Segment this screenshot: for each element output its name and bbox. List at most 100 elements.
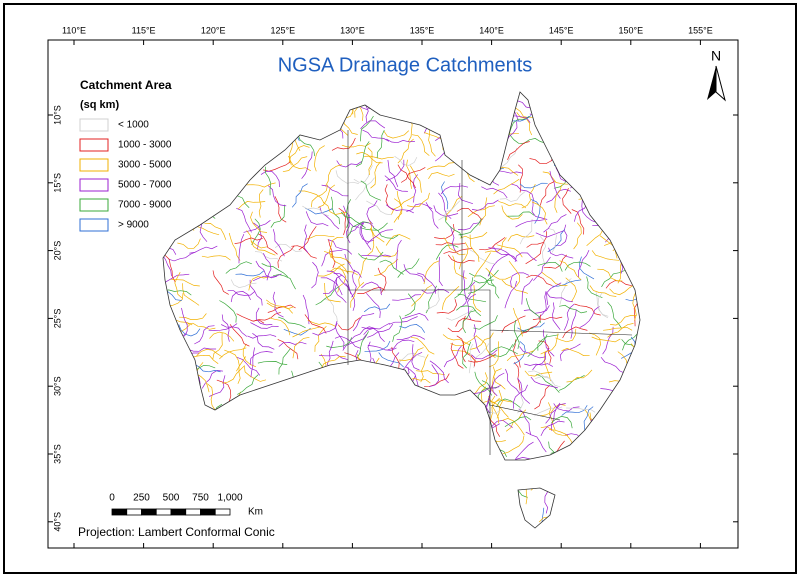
catchment-line	[443, 344, 463, 368]
catchment-line	[388, 316, 418, 325]
catchment-line	[326, 270, 350, 289]
catchment-line	[505, 368, 520, 394]
longitude-label: 125°E	[270, 25, 295, 35]
catchment-line	[632, 291, 637, 321]
catchment-line	[248, 276, 270, 291]
catchment-line	[433, 205, 459, 217]
latitude-label: 15°S	[52, 173, 62, 193]
latitude-label: 25°S	[52, 309, 62, 329]
catchment-line	[291, 183, 308, 208]
catchment-line	[485, 267, 512, 280]
catchment-line	[531, 201, 548, 225]
catchment-line	[540, 333, 559, 355]
catchment-line	[399, 351, 423, 373]
catchment-line	[542, 171, 568, 185]
catchment-line	[468, 279, 494, 294]
catchment-line	[510, 272, 530, 288]
catchment-line	[469, 272, 495, 287]
catchment-line	[253, 311, 281, 322]
catchment-line	[489, 341, 499, 368]
catchment-line	[385, 159, 405, 181]
catchment-line	[374, 258, 399, 277]
scale-label: 1,000	[217, 493, 242, 504]
catchment-line	[356, 151, 383, 164]
catchment-line	[562, 188, 572, 214]
catchment-line	[539, 236, 546, 264]
catchment-line	[554, 184, 563, 213]
catchment-line	[298, 190, 325, 204]
catchment-line	[379, 259, 404, 275]
map-frame	[47, 39, 739, 549]
catchment-line	[367, 227, 375, 256]
catchment-line	[442, 334, 471, 346]
catchment-line	[334, 277, 347, 303]
catchment-line	[250, 240, 276, 256]
catchment-line	[537, 261, 563, 272]
catchment-line	[513, 307, 523, 337]
catchment-line	[307, 319, 337, 328]
catchment-line	[257, 361, 288, 365]
catchment-line	[386, 138, 415, 144]
catchment-line	[519, 218, 533, 245]
catchment-line	[444, 215, 463, 239]
catchment-line	[252, 333, 275, 350]
catchment-line	[502, 435, 525, 455]
catchment-line	[457, 218, 484, 231]
catchment-line	[597, 268, 623, 282]
catchment-line	[302, 205, 330, 217]
catchment-line	[297, 134, 316, 157]
catchment-line	[383, 130, 410, 139]
catchment-line	[360, 222, 372, 250]
catchment-line	[246, 230, 268, 249]
longitude-label: 120°E	[201, 25, 226, 35]
catchment-line	[528, 370, 554, 384]
catchment-line	[229, 324, 250, 347]
catchment-line	[222, 365, 245, 384]
catchment-line	[398, 352, 426, 363]
catchment-line	[181, 307, 188, 337]
catchment-line	[163, 290, 182, 301]
catchment-line	[292, 326, 321, 338]
catchment-line	[392, 294, 422, 301]
catchment-line	[346, 221, 369, 238]
catchment-line	[527, 334, 548, 357]
catchment-line	[579, 256, 595, 280]
catchment-line	[532, 347, 550, 371]
catchment-line	[546, 292, 574, 303]
catchment-line	[272, 291, 284, 318]
catchment-line	[457, 182, 474, 205]
catchment-line	[355, 177, 375, 201]
catchment-line	[496, 398, 521, 408]
catchment-line	[496, 244, 523, 258]
catchment-line	[282, 156, 308, 173]
catchment-line	[314, 145, 325, 172]
catchment-line	[559, 343, 581, 362]
catchment-line	[456, 207, 482, 221]
catchment-line	[341, 211, 366, 229]
catchment-line	[225, 261, 252, 274]
catchment-line	[441, 181, 449, 210]
catchment-line	[559, 304, 588, 314]
catchment-line	[392, 315, 403, 342]
catchment-line	[498, 201, 527, 209]
catchment-line	[429, 360, 449, 384]
catchment-line	[609, 284, 635, 296]
catchment-line	[450, 226, 458, 255]
catchment-line	[488, 271, 500, 299]
catchment-line	[250, 347, 255, 378]
longitude-label: 110°E	[62, 25, 86, 35]
catchment-line	[555, 328, 577, 343]
catchment-line	[530, 199, 541, 224]
catchment-line	[519, 346, 546, 359]
catchment-line	[479, 197, 488, 226]
arrow-right	[715, 65, 726, 102]
catchment-line	[536, 373, 560, 393]
catchment-line	[546, 282, 562, 305]
catchment-line	[538, 291, 547, 319]
catchment-line	[163, 248, 172, 277]
catchment-line	[324, 282, 341, 303]
catchment-line	[435, 244, 459, 260]
catchment-line	[236, 356, 261, 376]
catchment-line	[559, 278, 572, 305]
